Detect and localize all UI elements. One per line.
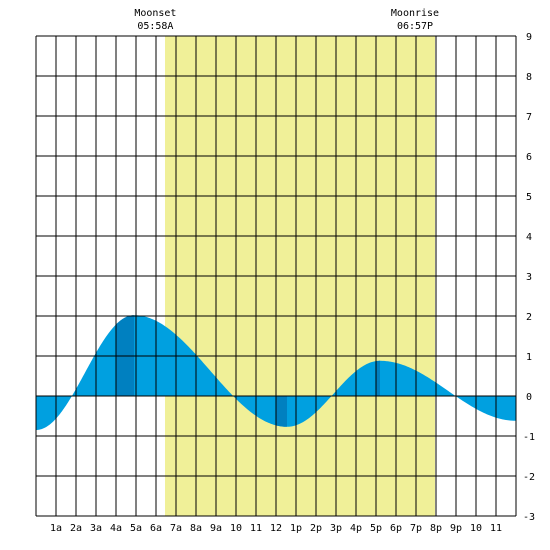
y-tick-label: -3 (523, 512, 535, 523)
y-tick-label: 1 (526, 352, 532, 363)
x-tick-label: 8a (190, 523, 202, 534)
x-tick-label: 6p (390, 523, 402, 534)
x-tick-label: 5p (370, 523, 382, 534)
y-tick-label: 5 (526, 192, 532, 203)
x-tick-label: 3a (90, 523, 102, 534)
y-tick-label: 6 (526, 152, 532, 163)
annotation-layer: Moonset 05:58A Moonrise 06:57P (134, 8, 439, 32)
x-tick-label: 6a (150, 523, 162, 534)
x-tick-label: 10 (470, 523, 482, 534)
y-tick-label: 8 (526, 72, 532, 83)
moonrise-time: 06:57P (397, 21, 433, 32)
tick-label-layer: 1a 2a 3a 4a 5a 6a 7a 8a 9a 10 11 12 1p 2p 3p 4p 5p 6p 7p 8p… (50, 32, 535, 534)
x-tick-label: 8p (430, 523, 442, 534)
x-tick-label: 7p (410, 523, 422, 534)
x-tick-label: 2p (310, 523, 322, 534)
x-tick-label: 10 (230, 523, 242, 534)
x-tick-label: 12 (270, 523, 282, 534)
moonset-label: Moonset (134, 8, 176, 19)
y-tick-label: 3 (526, 272, 532, 283)
grid-layer (35, 35, 517, 517)
y-tick-label: 2 (526, 312, 532, 323)
y-tick-label: 0 (526, 392, 532, 403)
y-tick-label: 9 (526, 32, 532, 43)
y-tick-label: -1 (523, 432, 535, 443)
x-tick-label: 5a (130, 523, 142, 534)
moonset-time: 05:58A (137, 21, 173, 32)
y-tick-label: 7 (526, 112, 532, 123)
x-tick-label: 9a (210, 523, 222, 534)
tide-extremum-shade (376, 360, 380, 396)
x-tick-label: 2a (70, 523, 82, 534)
x-tick-label: 1a (50, 523, 62, 534)
y-tick-label: -2 (523, 472, 535, 483)
moonrise-label: Moonrise (391, 8, 439, 19)
tide-extremum-shade (276, 396, 287, 427)
x-tick-label: 7a (170, 523, 182, 534)
x-tick-label: 11 (250, 523, 262, 534)
x-tick-label: 3p (330, 523, 342, 534)
x-tick-label: 4a (110, 523, 122, 534)
x-tick-label: 9p (450, 523, 462, 534)
y-tick-label: 4 (526, 232, 532, 243)
x-tick-label: 4p (350, 523, 362, 534)
x-tick-label: 1p (290, 523, 302, 534)
x-tick-label: 11 (490, 523, 502, 534)
